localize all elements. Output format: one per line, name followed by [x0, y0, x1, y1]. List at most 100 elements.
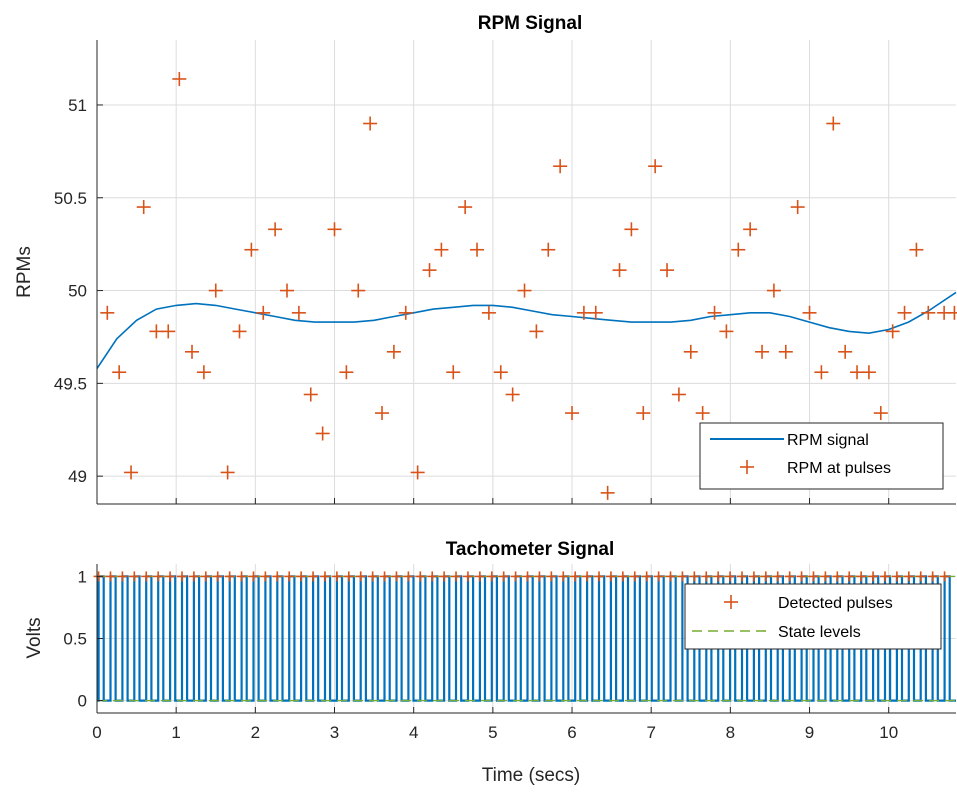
legend-label-detected-pulses: Detected pulses — [778, 595, 893, 612]
detected-pulse-point — [165, 571, 176, 582]
legend-label-rpm-at-pulses: RPM at pulses — [787, 460, 891, 477]
rpm-pulse-point — [553, 159, 568, 174]
rpm-pulse-point — [576, 305, 591, 320]
rpm-pulse-point — [838, 344, 853, 359]
detected-pulse-point — [832, 571, 843, 582]
detected-pulse-point — [558, 571, 569, 582]
x-tick-label: 6 — [567, 723, 576, 742]
detected-pulse-point — [820, 571, 831, 582]
detected-pulse-point — [343, 571, 354, 582]
tachometer-legend-box — [684, 583, 942, 650]
rpm-pulse-point — [743, 222, 758, 237]
rpm-pulse-point — [291, 305, 306, 320]
rpm-pulse-point — [790, 200, 805, 215]
rpm-pulse-point — [624, 222, 639, 237]
rpm-pulse-point — [897, 305, 912, 320]
detected-pulse-point — [605, 571, 616, 582]
detected-pulse-point — [331, 571, 342, 582]
rpm-pulse-point — [921, 305, 936, 320]
rpm-pulse-point — [947, 305, 957, 320]
tachometer-axes: 0 1 2 3 4 5 6 7 8 9 10 0 0.5 1 Tachometer Signal Volt… — [24, 539, 956, 786]
detected-pulse-point — [915, 571, 926, 582]
detected-pulse-point — [701, 571, 712, 582]
detected-pulse-point — [141, 571, 152, 582]
rpm-pulse-point — [873, 406, 888, 421]
rpm-y-tick-label: 49 — [68, 467, 87, 486]
rpm-pulse-point — [636, 406, 651, 421]
rpm-pulse-point — [826, 116, 841, 131]
detected-pulse-point — [415, 571, 426, 582]
rpm-pulse-point — [112, 365, 127, 380]
tachometer-legend: Detected pulses State levels — [684, 583, 942, 650]
x-tick-label: 0 — [92, 723, 101, 742]
rpm-pulse-point — [612, 263, 627, 278]
x-tick-label: 7 — [646, 723, 655, 742]
detected-pulse-point — [582, 571, 593, 582]
rpm-pulse-point — [386, 344, 401, 359]
detected-pulse-point — [272, 571, 283, 582]
rpm-pulse-point — [244, 242, 259, 257]
rpm-pulse-point — [161, 324, 176, 339]
rpm-data — [96, 71, 957, 500]
rpm-pulse-point — [529, 324, 544, 339]
detected-pulse-point — [641, 571, 652, 582]
x-axis-label: Time (secs) — [482, 765, 581, 786]
rpm-pulse-point — [517, 283, 532, 298]
rpm-y-tick-label: 49.5 — [54, 374, 87, 393]
detected-pulse-point — [224, 571, 235, 582]
detected-pulse-point — [391, 571, 402, 582]
rpm-pulse-point — [731, 242, 746, 257]
detected-pulse-point — [677, 571, 688, 582]
detected-pulse-point — [760, 571, 771, 582]
rpm-pulse-point — [719, 324, 734, 339]
detected-pulse-point — [319, 571, 330, 582]
rpm-frame — [96, 40, 956, 505]
legend-marker-rpm-at-pulses — [740, 460, 754, 474]
x-tick-label: 9 — [805, 723, 814, 742]
tachometer-y-tick-label: 0.5 — [63, 630, 87, 649]
detected-pulse-point — [808, 571, 819, 582]
detected-pulse-point — [439, 571, 450, 582]
detected-pulse-point — [260, 571, 271, 582]
rpm-pulse-point — [885, 324, 900, 339]
rpm-pulse-point — [220, 465, 235, 480]
rpm-legend-box — [699, 422, 944, 490]
detected-pulse-point — [451, 571, 462, 582]
detected-pulse-point — [284, 571, 295, 582]
rpm-y-tick-label: 50 — [68, 282, 87, 301]
rpm-pulse-point — [470, 242, 485, 257]
detected-pulse-point — [462, 571, 473, 582]
tachometer-square-wave — [97, 575, 956, 702]
detected-pulse-point — [868, 571, 879, 582]
rpm-pulse-point — [683, 344, 698, 359]
tachometer-y-tick-label: 0 — [78, 692, 87, 711]
rpm-pulse-point — [136, 200, 151, 215]
detected-pulse-point — [927, 571, 938, 582]
rpm-pulse-point — [814, 365, 829, 380]
detected-pulse-point — [236, 571, 247, 582]
detected-pulse-point — [129, 571, 140, 582]
detected-pulse-point — [665, 571, 676, 582]
tachometer-data — [93, 571, 956, 702]
detected-pulse-point — [844, 571, 855, 582]
detected-pulse-point — [308, 571, 319, 582]
detected-pulse-point — [891, 571, 902, 582]
detected-pulse-point — [212, 571, 223, 582]
legend-label-rpm-signal: RPM signal — [787, 432, 869, 449]
rpm-pulse-point — [707, 305, 722, 320]
tachometer-y-axis-label: Volts — [24, 617, 45, 658]
rpm-y-tick-label: 51 — [68, 96, 87, 115]
detected-pulse-point — [188, 571, 199, 582]
tachometer-ticks: 0 1 2 3 4 5 6 7 8 9 10 0 0.5 1 — [63, 567, 898, 742]
detected-pulse-point — [522, 571, 533, 582]
x-tick-label: 1 — [171, 723, 180, 742]
rpm-pulse-point — [850, 365, 865, 380]
rpm-ticks: 49 49.5 50 50.5 51 — [54, 96, 890, 504]
detected-pulse-point — [510, 571, 521, 582]
detected-pulse-point — [784, 571, 795, 582]
detected-pulse-point — [379, 571, 390, 582]
rpm-pulse-point — [434, 242, 449, 257]
detected-pulse-point — [772, 571, 783, 582]
detected-pulse-point — [367, 571, 378, 582]
